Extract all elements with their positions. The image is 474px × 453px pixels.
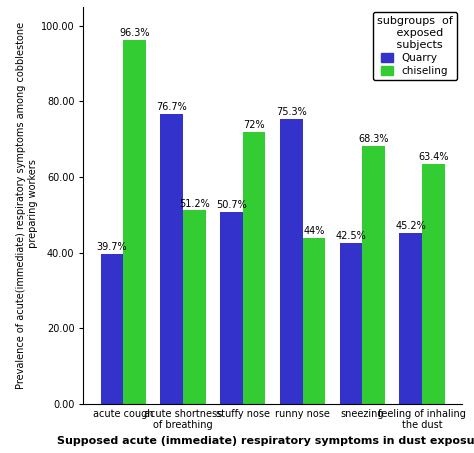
Bar (399, 233, 422, 404)
Bar (243, 132, 265, 404)
Bar (123, 40, 146, 404)
Text: 44%: 44% (303, 226, 325, 236)
Bar (100, 254, 123, 404)
Bar (362, 146, 385, 404)
Text: 96.3%: 96.3% (119, 28, 150, 38)
Text: 76.7%: 76.7% (156, 102, 187, 112)
Bar (183, 210, 206, 404)
Text: 72%: 72% (243, 120, 265, 130)
Bar (422, 164, 445, 404)
Text: 39.7%: 39.7% (97, 242, 128, 252)
X-axis label: Supposed acute (immediate) respiratory symptoms in dust exposure: Supposed acute (immediate) respiratory s… (57, 436, 474, 446)
Bar (220, 212, 243, 404)
Text: 75.3%: 75.3% (276, 107, 307, 117)
Text: 68.3%: 68.3% (358, 134, 389, 144)
Legend: Quarry, chiseling: Quarry, chiseling (373, 12, 456, 80)
Bar (160, 114, 183, 404)
Text: 45.2%: 45.2% (395, 221, 426, 231)
Bar (302, 238, 325, 404)
Bar (280, 119, 302, 404)
Text: 50.7%: 50.7% (216, 200, 247, 210)
Text: 42.5%: 42.5% (336, 231, 366, 241)
Text: 51.2%: 51.2% (179, 198, 210, 208)
Bar (339, 243, 362, 404)
Text: 63.4%: 63.4% (418, 152, 448, 162)
Y-axis label: Prevalence of acute(immediate) respiratory symptoms among cobblestone
 preparing: Prevalence of acute(immediate) respirato… (17, 22, 38, 389)
